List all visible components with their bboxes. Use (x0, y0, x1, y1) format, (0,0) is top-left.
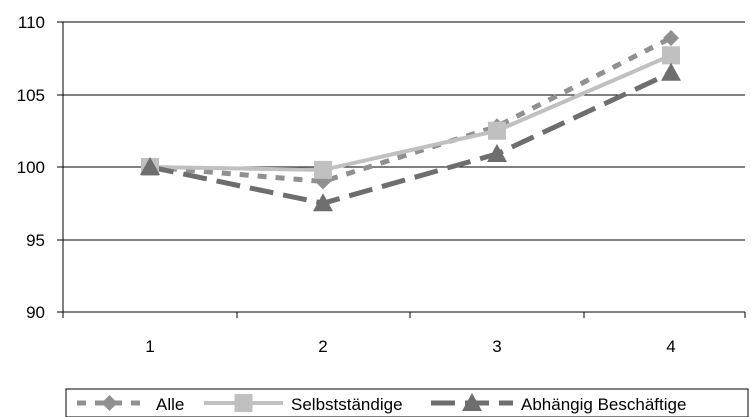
y-tick-label-95: 95 (26, 231, 45, 250)
x-tick-label-3: 3 (492, 337, 501, 356)
legend-marker-abhaengig-beschaeftige (462, 393, 482, 411)
legend-symbol-selbststaendige (204, 394, 283, 412)
legend-label-alle: Alle (156, 395, 184, 414)
y-tick-label-100: 100 (17, 158, 45, 177)
data-point-abhaengig-beschaeftige-2 (313, 193, 333, 212)
y-axis: 110 105 100 95 90 (17, 13, 64, 322)
x-tick-label-4: 4 (666, 337, 675, 356)
data-point-selbststaendige-2 (314, 160, 332, 179)
series-line-selbststaendige (149, 53, 672, 172)
series-line-abhaengig-beschaeftige (149, 70, 673, 206)
data-point-abhaengig-beschaeftige-4 (661, 62, 681, 81)
y-tick-label-110: 110 (18, 13, 45, 32)
data-point-selbststaendige-3 (488, 121, 506, 140)
legend-box (65, 388, 749, 417)
x-axis: 1 2 3 4 (62, 311, 746, 356)
series-layer (140, 29, 681, 212)
y-tick-label-90: 90 (26, 303, 45, 322)
data-point-selbststaendige-4 (662, 46, 680, 65)
legend-symbol-alle (77, 395, 142, 411)
legend-marker-alle (101, 395, 118, 411)
y-tick-label-105: 105 (17, 86, 45, 105)
legend-label-selbststaendige: Selbstständige (291, 395, 403, 414)
series-line-alle (149, 35, 673, 185)
legend: Alle Selbstständige Abhängig Beschäftige (65, 388, 749, 417)
x-tick-label-1: 1 (145, 337, 154, 356)
data-point-abhaengig-beschaeftige-1 (140, 157, 160, 175)
data-point-abhaengig-beschaeftige-3 (487, 143, 507, 162)
x-tick-label-2: 2 (318, 337, 327, 356)
legend-marker-selbststaendige (234, 394, 253, 412)
legend-symbol-abhaengig-beschaeftige (431, 393, 513, 411)
data-point-alle-4 (663, 29, 679, 46)
legend-label-abhaengig-beschaeftige: Abhängig Beschäftige (521, 395, 686, 414)
gridlines (63, 21, 745, 241)
